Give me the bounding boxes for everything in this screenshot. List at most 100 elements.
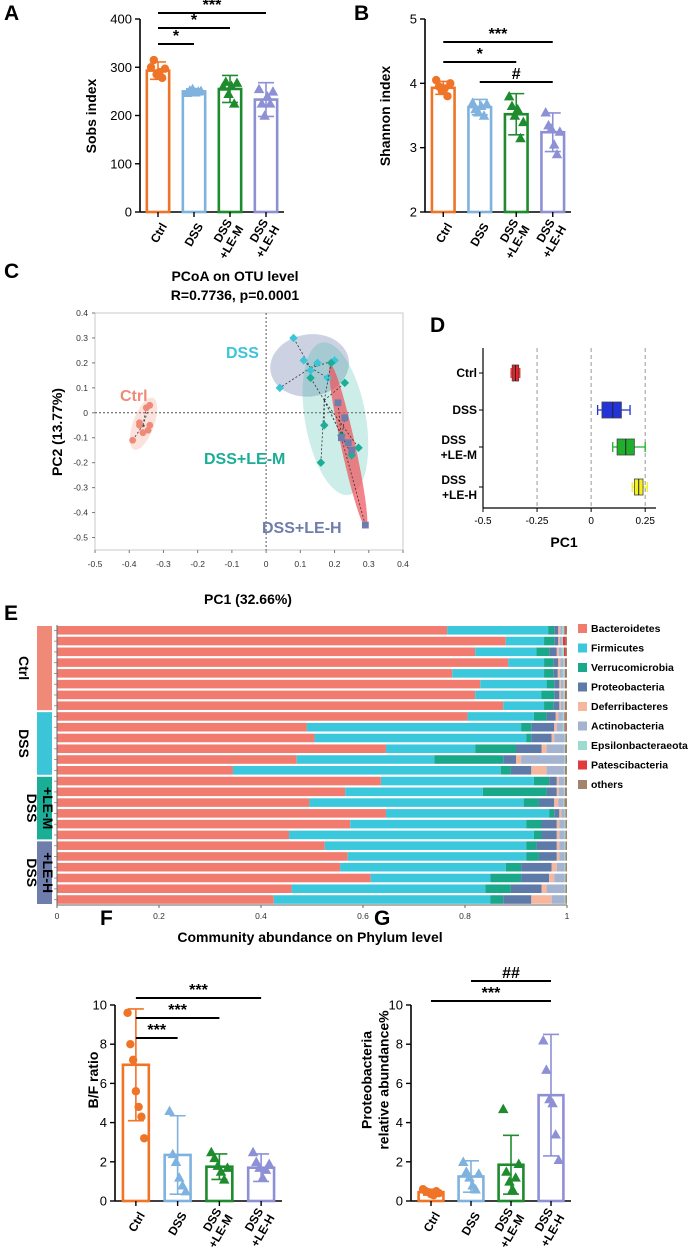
category-label-line: Ctrl [125, 1210, 147, 1235]
stacked-segment [564, 798, 567, 807]
legend-swatch [578, 702, 587, 711]
data-point [253, 83, 265, 94]
stacked-segment [291, 884, 486, 894]
stacked-segment [57, 830, 290, 840]
significance-label: *** [189, 982, 208, 999]
stacked-segment [505, 862, 522, 872]
pcoa-point [139, 429, 147, 437]
stacked-segment [232, 766, 501, 775]
data-point [515, 132, 526, 143]
panel-label-a: A [4, 2, 19, 25]
stacked-segment [503, 895, 532, 904]
data-point [247, 1146, 259, 1157]
data-point [512, 103, 523, 114]
stacked-segment [546, 787, 557, 797]
data-point [434, 1188, 444, 1198]
data-point [551, 148, 563, 159]
stacked-segment [345, 787, 483, 797]
stacked-segment [564, 884, 566, 894]
y-tick-label: -0.1 [73, 433, 88, 443]
stacked-segment [564, 766, 567, 775]
stacked-segment [558, 776, 564, 786]
data-point [223, 88, 234, 98]
stacked-segment [563, 744, 565, 754]
y-tick-label: 8 [396, 1037, 403, 1052]
panel-g-chart: 0 2 4 6 8 10 Ctrl DSS DSS+LE-M DSS+LE-H ***## [389, 965, 571, 1250]
category-label: DSS [182, 221, 206, 249]
legend-swatch [578, 721, 587, 731]
category-label-line: DSS [467, 221, 491, 249]
stacked-segment [562, 626, 565, 635]
stacked-segment [508, 658, 545, 667]
stacked-segment [57, 744, 386, 754]
data-point [228, 98, 240, 108]
stacked-segment [564, 819, 566, 829]
stacked-segment [314, 733, 527, 743]
pcoa-point [299, 356, 309, 365]
data-point [131, 1087, 141, 1096]
data-point [548, 139, 560, 149]
category-label: DSS+LE-H [528, 217, 569, 261]
data-point [173, 1172, 185, 1182]
stacked-segment [57, 658, 509, 667]
stacked-segment [555, 712, 559, 721]
category-label-line: Ctrl [421, 1210, 443, 1235]
pcoa-point [334, 399, 342, 407]
stacked-segment [564, 733, 566, 743]
y-tick-label: 3 [410, 140, 417, 155]
stacked-segment [565, 852, 567, 861]
y-tick-label: 2 [410, 205, 417, 220]
data-point [464, 1172, 475, 1182]
category-label: Ctrl [148, 221, 170, 246]
category-label: DSS+LE-H [242, 217, 283, 261]
stacked-segment [565, 690, 567, 700]
y-tick-label: 10 [389, 998, 403, 1013]
stacked-segment [546, 744, 564, 754]
significance-label: *** [147, 1022, 166, 1039]
data-point [446, 79, 455, 88]
significance-label: * [173, 28, 180, 45]
stacked-segment [347, 852, 527, 861]
y-tick-label: -0.3 [73, 483, 88, 493]
stacked-segment [565, 884, 567, 894]
stacked-segment [563, 787, 565, 797]
stacked-segment [503, 755, 516, 764]
stacked-segment [559, 701, 561, 710]
stacked-segment [554, 722, 557, 732]
panel-b-ylabel: Shannon index [377, 66, 393, 167]
group-label: Ctrl [120, 388, 148, 405]
stacked-segment [546, 766, 564, 775]
group-label-line: Ctrl [16, 656, 32, 680]
panel-label-b: B [354, 2, 369, 25]
category-label-line: Ctrl [433, 221, 455, 246]
stacked-segment [559, 819, 565, 829]
stacked-segment [475, 690, 542, 700]
legend-label: Firmicutes [591, 643, 644, 655]
ylabel-line: Proteobacteria [359, 1031, 375, 1129]
stacked-segment [306, 722, 522, 732]
stacked-segment [510, 766, 532, 775]
stacked-segment [385, 809, 550, 818]
stacked-segment [561, 809, 565, 818]
data-point [507, 1183, 518, 1194]
category-label-line: DSS [452, 403, 477, 417]
y-tick-label: -0.5 [73, 533, 88, 543]
significance-label: # [512, 66, 521, 83]
y-tick-label: 0.2 [76, 358, 88, 368]
stacked-segment [559, 690, 561, 700]
stacked-segment [564, 895, 566, 904]
stacked-segment [558, 647, 562, 657]
pcoa-point [146, 401, 154, 409]
data-point [473, 107, 484, 117]
stacked-segment [558, 626, 561, 635]
y-tick-label: -0.4 [73, 508, 88, 518]
category-label: Ctrl [421, 1210, 443, 1235]
stacked-segment [554, 679, 560, 689]
pcoa-point [306, 373, 315, 383]
stacked-segment [370, 873, 491, 883]
group-sidebar [37, 712, 52, 775]
stacked-segment [565, 873, 567, 883]
stacked-segment [538, 852, 557, 861]
data-point [257, 1172, 268, 1182]
stacked-segment [564, 712, 567, 721]
